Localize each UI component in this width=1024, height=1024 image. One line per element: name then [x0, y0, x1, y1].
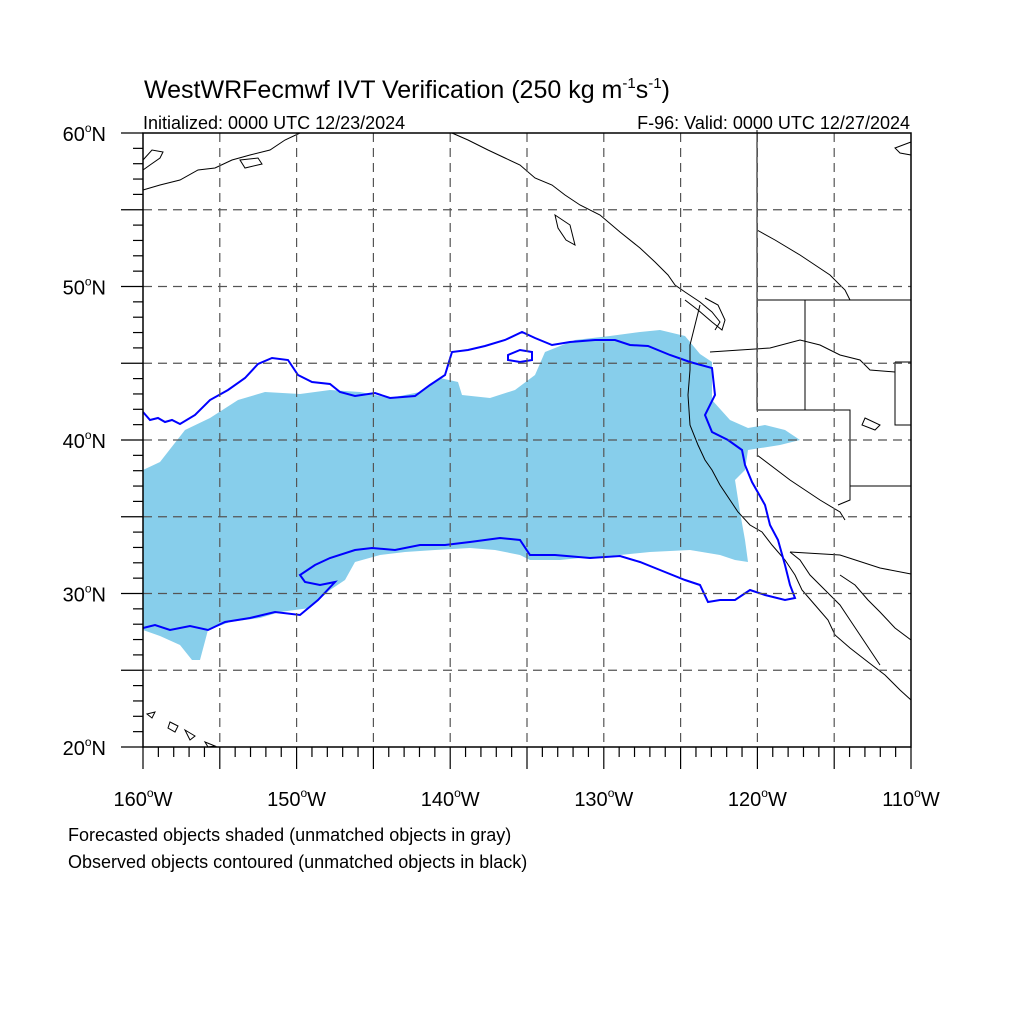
lon-label: 130oW [574, 786, 633, 811]
lon-label: 120oW [728, 786, 787, 811]
lon-label: 150oW [267, 786, 326, 811]
axis-ticks [121, 132, 912, 769]
lon-label: 160oW [114, 786, 173, 811]
forecast-ivt-object [143, 330, 800, 660]
observed-ivt-contour [142, 330, 797, 632]
latitude-labels: 60oN 50oN 40oN 30oN 20oN [63, 121, 106, 760]
figure-title: WestWRFecmwf IVT Verification (250 kg m-… [144, 75, 670, 104]
longitude-labels: 160oW 150oW 140oW 130oW 120oW 110oW [114, 786, 940, 811]
lat-label: 20oN [63, 735, 106, 760]
valid-time-label: F-96: Valid: 0000 UTC 12/27/2024 [637, 113, 910, 133]
lat-label: 50oN [63, 275, 106, 300]
lat-label: 60oN [63, 121, 106, 146]
observed-note: Observed objects contoured (unmatched ob… [68, 852, 528, 872]
map-grid [143, 133, 911, 747]
coastlines [142, 130, 912, 748]
observed-ivt-contour-small [507, 348, 533, 364]
initialized-label: Initialized: 0000 UTC 12/23/2024 [143, 113, 405, 133]
forecast-note: Forecasted objects shaded (unmatched obj… [68, 825, 512, 845]
lon-label: 140oW [421, 786, 480, 811]
lat-label: 30oN [63, 582, 106, 607]
lon-label: 110oW [882, 786, 940, 811]
lat-label: 40oN [63, 428, 106, 453]
